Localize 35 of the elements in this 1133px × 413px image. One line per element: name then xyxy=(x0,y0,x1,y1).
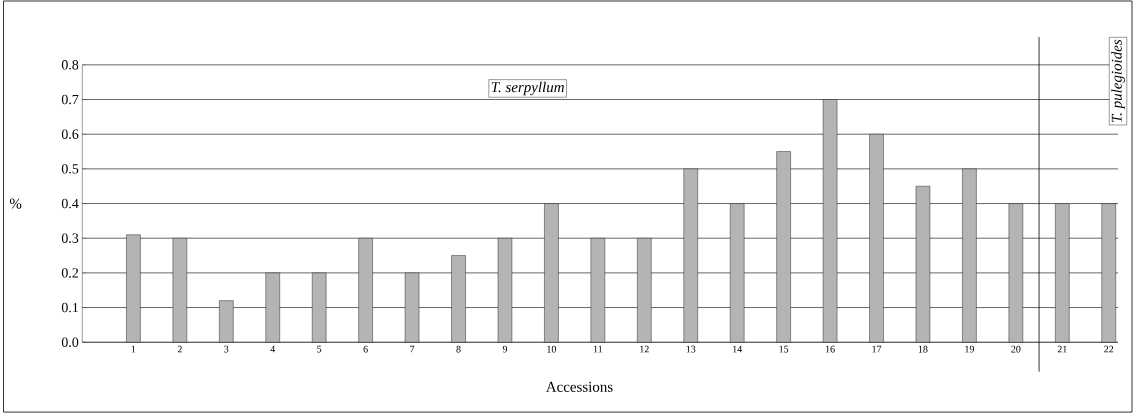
x-tick-label: 18 xyxy=(918,345,928,353)
x-tick-label: 1 xyxy=(131,345,136,353)
y-tick-label: 0.6 xyxy=(61,129,79,139)
x-tick-label: 17 xyxy=(872,345,882,353)
x-axis-title: Accessions xyxy=(545,381,613,392)
x-tick-label: 19 xyxy=(965,345,974,353)
y-tick-label: 0.2 xyxy=(61,268,79,278)
x-tick-label: 11 xyxy=(593,345,603,353)
x-tick-label: 5 xyxy=(317,345,322,353)
x-tick-label: 3 xyxy=(224,345,229,353)
y-tick-label: 0.5 xyxy=(61,164,79,174)
y-tick-label: 0.0 xyxy=(61,337,79,347)
x-tick-label: 14 xyxy=(733,345,743,353)
x-tick-label: 13 xyxy=(686,345,696,353)
x-tick-label: 16 xyxy=(825,345,835,353)
x-tick-label: 20 xyxy=(1011,345,1021,353)
annotation: T. serpyllum xyxy=(491,81,564,96)
y-tick-label: 0.1 xyxy=(61,302,78,313)
y-tick-label: 0.7 xyxy=(61,94,79,105)
x-tick-label: 6 xyxy=(363,345,368,353)
x-tick-label: 22 xyxy=(1104,345,1114,353)
x-tick-label: 8 xyxy=(456,345,461,353)
x-tick-label: 21 xyxy=(1057,345,1067,353)
y-axis-title: % xyxy=(9,198,22,209)
annotation: T. pulegioides xyxy=(1111,39,1125,122)
x-tick-label: 2 xyxy=(177,345,182,353)
x-tick-label: 10 xyxy=(547,345,557,353)
x-tick-label: 15 xyxy=(779,345,789,353)
y-tick-label: 0.8 xyxy=(61,60,79,70)
x-tick-label: 9 xyxy=(502,345,508,353)
x-tick-label: 12 xyxy=(640,345,649,353)
x-tick-label: 4 xyxy=(270,345,276,353)
y-tick-label: 0.4 xyxy=(61,198,79,209)
y-tick-label: 0.3 xyxy=(61,233,79,243)
x-tick-label: 7 xyxy=(410,345,415,353)
